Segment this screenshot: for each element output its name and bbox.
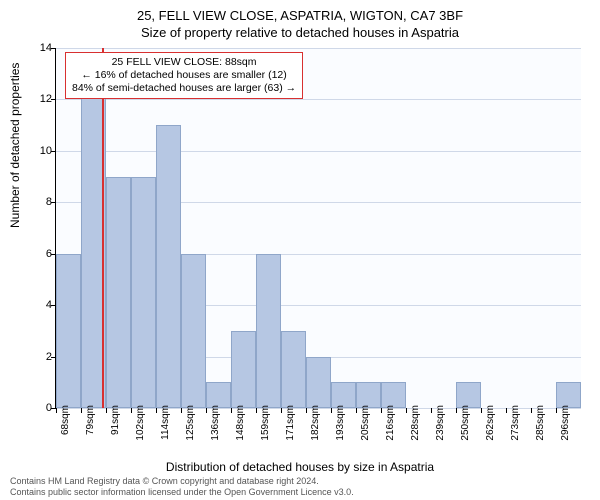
xtick-label: 102sqm [135, 405, 146, 441]
chart-container: 25, FELL VIEW CLOSE, ASPATRIA, WIGTON, C… [0, 0, 600, 500]
xtick-label: 68sqm [60, 405, 71, 435]
xtick-label: 136sqm [210, 405, 221, 441]
xtick-label: 125sqm [185, 405, 196, 441]
gridline [56, 99, 581, 100]
xtick-mark [181, 408, 182, 413]
gridline [56, 48, 581, 49]
xtick-mark [306, 408, 307, 413]
x-axis-label: Distribution of detached houses by size … [0, 460, 600, 474]
xtick-label: 148sqm [235, 405, 246, 441]
histogram-bar [231, 331, 256, 408]
xtick-mark [131, 408, 132, 413]
xtick-mark [356, 408, 357, 413]
ytick-label: 6 [28, 248, 52, 260]
ytick-label: 14 [28, 42, 52, 54]
xtick-mark [431, 408, 432, 413]
xtick-label: 250sqm [460, 405, 471, 441]
xtick-mark [481, 408, 482, 413]
xtick-mark [331, 408, 332, 413]
marker-annotation: 25 FELL VIEW CLOSE: 88sqm ← 16% of detac… [65, 52, 303, 99]
title-subtitle: Size of property relative to detached ho… [0, 23, 600, 40]
histogram-bar [106, 177, 131, 408]
xtick-label: 296sqm [560, 405, 571, 441]
xtick-label: 114sqm [160, 405, 171, 440]
xtick-mark [531, 408, 532, 413]
annotation-line1: 25 FELL VIEW CLOSE: 88sqm [72, 56, 296, 69]
xtick-label: 285sqm [535, 405, 546, 441]
chart-area: 0246810121468sqm79sqm91sqm102sqm114sqm12… [55, 48, 580, 408]
y-axis-label: Number of detached properties [8, 63, 22, 228]
ytick-label: 8 [28, 196, 52, 208]
annotation-line2: ← 16% of detached houses are smaller (12… [72, 69, 296, 82]
xtick-mark [556, 408, 557, 413]
ytick-label: 4 [28, 299, 52, 311]
ytick-label: 0 [28, 402, 52, 414]
xtick-label: 262sqm [485, 405, 496, 441]
xtick-label: 228sqm [410, 405, 421, 441]
title-address: 25, FELL VIEW CLOSE, ASPATRIA, WIGTON, C… [0, 0, 600, 23]
xtick-label: 171sqm [285, 405, 296, 441]
xtick-mark [281, 408, 282, 413]
ytick-label: 2 [28, 351, 52, 363]
xtick-label: 91sqm [110, 405, 121, 435]
histogram-bar [156, 125, 181, 408]
gridline [56, 151, 581, 152]
footer-attribution: Contains HM Land Registry data © Crown c… [10, 476, 354, 498]
xtick-label: 239sqm [435, 405, 446, 441]
ytick-label: 10 [28, 145, 52, 157]
annotation-line3: 84% of semi-detached houses are larger (… [72, 82, 296, 95]
xtick-mark [106, 408, 107, 413]
plot-area: 0246810121468sqm79sqm91sqm102sqm114sqm12… [55, 48, 581, 409]
xtick-label: 79sqm [85, 405, 96, 435]
xtick-label: 193sqm [335, 405, 346, 441]
xtick-mark [156, 408, 157, 413]
histogram-bar [256, 254, 281, 408]
xtick-mark [381, 408, 382, 413]
marker-line [102, 48, 104, 408]
histogram-bar [181, 254, 206, 408]
xtick-mark [506, 408, 507, 413]
histogram-bar [131, 177, 156, 408]
xtick-mark [456, 408, 457, 413]
histogram-bar [56, 254, 81, 408]
histogram-bar [281, 331, 306, 408]
xtick-mark [256, 408, 257, 413]
footer-line1: Contains HM Land Registry data © Crown c… [10, 476, 354, 487]
xtick-mark [231, 408, 232, 413]
xtick-label: 159sqm [260, 405, 271, 441]
xtick-label: 273sqm [510, 405, 521, 441]
histogram-bar [306, 357, 331, 408]
xtick-label: 216sqm [385, 405, 396, 441]
xtick-mark [56, 408, 57, 413]
xtick-label: 205sqm [360, 405, 371, 441]
xtick-mark [206, 408, 207, 413]
ytick-label: 12 [28, 93, 52, 105]
xtick-mark [81, 408, 82, 413]
xtick-mark [406, 408, 407, 413]
xtick-label: 182sqm [310, 405, 321, 441]
footer-line2: Contains public sector information licen… [10, 487, 354, 498]
